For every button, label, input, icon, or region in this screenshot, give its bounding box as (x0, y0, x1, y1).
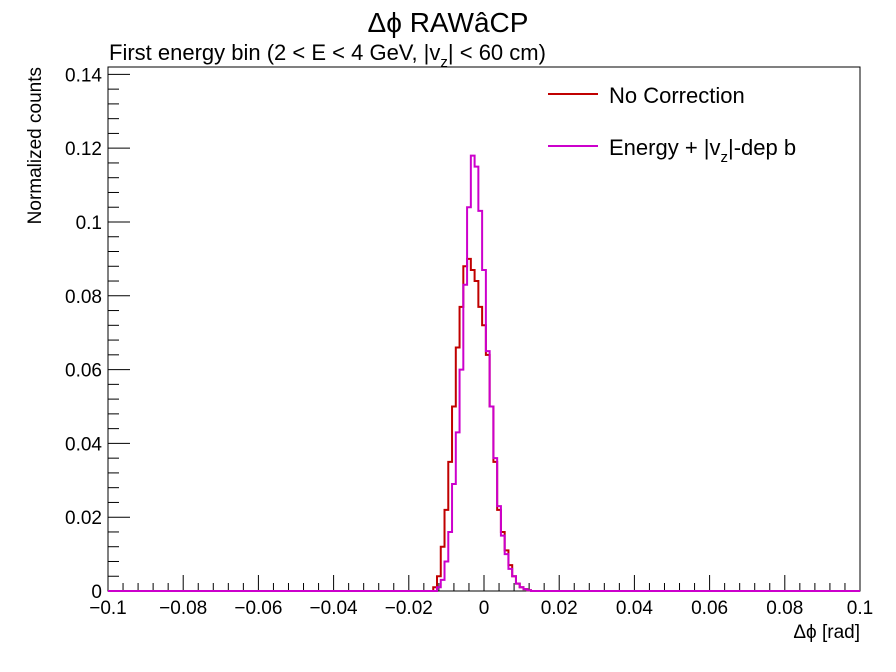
series-line-0 (108, 257, 860, 592)
x-tick-label: −0.04 (310, 598, 359, 619)
y-tick-label: 0.1 (76, 213, 102, 234)
legend: No Correction Energy + |vz|-dep b (548, 83, 796, 166)
y-tick-label: 0.06 (65, 361, 102, 382)
x-tick-label: 0.08 (766, 598, 803, 619)
series-layer (108, 154, 860, 592)
x-tick-label: 0 (479, 598, 490, 619)
x-tick-label: −0.06 (234, 598, 282, 619)
x-tick-label: 0.06 (691, 598, 728, 619)
legend-label-no-correction: No Correction (609, 83, 745, 108)
chart-subtitle-tail: | < 60 cm) (448, 40, 546, 65)
x-tick-label: −0.1 (89, 598, 127, 619)
y-axis-label: Normalized counts (25, 67, 46, 224)
legend-label-energy-vz-tail: |-dep b (728, 135, 796, 160)
y-tick-label: 0.02 (65, 508, 102, 529)
x-tick-label: −0.02 (385, 598, 433, 619)
axis-tick-labels: −0.1 −0.08 −0.06 −0.04 −0.02 0 0.02 0.04 0.06 0.0… (65, 65, 873, 619)
x-tick-label: 0.04 (616, 598, 653, 619)
x-tick-label: 0.02 (541, 598, 578, 619)
y-tick-label: 0 (91, 582, 102, 603)
y-tick-label: 0.04 (65, 434, 102, 455)
chart-subtitle: First energy bin (2 < E < 4 GeV, |vz| < … (109, 40, 546, 71)
axis-ticks (107, 73, 861, 592)
y-tick-label: 0.14 (65, 65, 102, 86)
x-axis-label: Δϕ [rad] (793, 622, 860, 643)
chart-subtitle-subscript: z (440, 54, 448, 71)
chart-subtitle-main: First energy bin (2 < E < 4 GeV, |v (109, 40, 440, 65)
chart-title: Δϕ RAWâCP (368, 7, 529, 38)
y-tick-label: 0.08 (65, 287, 102, 308)
x-tick-label: −0.08 (159, 598, 207, 619)
legend-label-energy-vz-main: Energy + |v (609, 135, 721, 160)
legend-label-energy-vz: Energy + |vz|-dep b (609, 135, 796, 166)
x-tick-label: 0.1 (847, 598, 873, 619)
y-tick-label: 0.12 (65, 139, 102, 160)
legend-label-energy-vz-subscript: z (721, 149, 729, 166)
series-line-1 (108, 154, 860, 592)
